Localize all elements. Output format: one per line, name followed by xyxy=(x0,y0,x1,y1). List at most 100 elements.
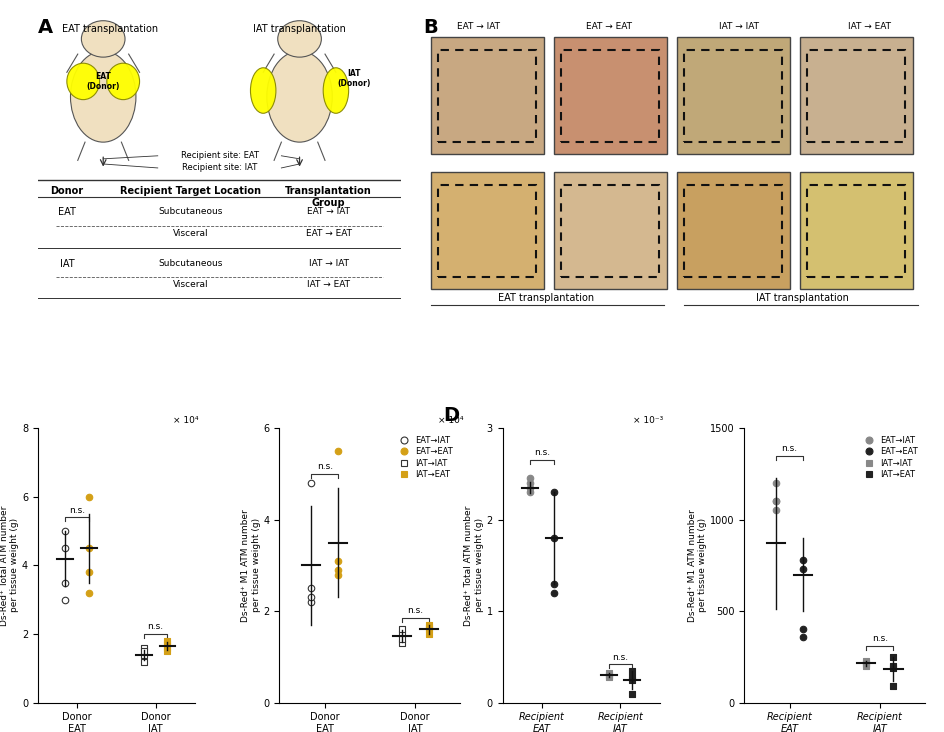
Point xyxy=(859,658,874,670)
Point xyxy=(394,638,409,649)
Point xyxy=(58,542,73,554)
Text: Visceral: Visceral xyxy=(173,228,209,238)
Point xyxy=(601,671,616,683)
Point xyxy=(547,578,562,589)
Point xyxy=(625,674,640,686)
Text: IAT transplantation: IAT transplantation xyxy=(755,294,849,304)
Bar xyxy=(430,173,544,289)
Circle shape xyxy=(278,20,321,57)
Point xyxy=(136,656,151,668)
Text: EAT transplantation: EAT transplantation xyxy=(497,294,594,304)
Text: A: A xyxy=(38,18,53,37)
Point xyxy=(160,646,175,657)
Text: EAT → IAT: EAT → IAT xyxy=(457,22,499,31)
Point xyxy=(136,646,151,657)
Point xyxy=(796,624,811,635)
Point xyxy=(58,577,73,589)
Bar xyxy=(553,173,666,289)
Text: n.s.: n.s. xyxy=(533,449,550,458)
Text: EAT → EAT: EAT → EAT xyxy=(586,22,632,31)
Point xyxy=(523,473,538,485)
Ellipse shape xyxy=(107,63,140,100)
Point xyxy=(601,671,616,682)
Point xyxy=(330,564,346,576)
Point xyxy=(601,668,616,679)
Text: IAT → IAT: IAT → IAT xyxy=(719,22,759,31)
Text: Recipient site: IAT: Recipient site: IAT xyxy=(182,163,257,173)
Text: Visceral: Visceral xyxy=(173,280,209,289)
Point xyxy=(885,660,901,672)
Point xyxy=(81,491,96,503)
Point xyxy=(768,496,784,507)
Point xyxy=(768,496,784,507)
Text: n.s.: n.s. xyxy=(69,506,85,515)
Ellipse shape xyxy=(67,63,99,100)
Text: n.s.: n.s. xyxy=(613,652,629,662)
Bar xyxy=(677,37,789,154)
Text: IAT transplantation: IAT transplantation xyxy=(253,23,346,34)
Point xyxy=(421,624,436,635)
Text: IAT → IAT: IAT → IAT xyxy=(309,259,348,268)
Point xyxy=(601,669,616,681)
Point xyxy=(421,628,436,640)
Text: n.s.: n.s. xyxy=(316,462,333,471)
Text: × 10⁴: × 10⁴ xyxy=(438,417,464,425)
Point xyxy=(625,687,640,699)
Point xyxy=(394,628,409,640)
Point xyxy=(330,569,346,580)
Text: EAT
(Donor): EAT (Donor) xyxy=(87,72,120,91)
Text: Recipient Target Location: Recipient Target Location xyxy=(120,186,261,196)
Text: Donor: Donor xyxy=(50,186,83,196)
Point xyxy=(796,631,811,643)
Point xyxy=(81,567,96,578)
Point xyxy=(394,624,409,635)
Text: n.s.: n.s. xyxy=(147,622,163,631)
Point xyxy=(330,445,346,457)
Ellipse shape xyxy=(323,68,348,113)
Point xyxy=(421,621,436,633)
Text: IAT
(Donor): IAT (Donor) xyxy=(337,69,371,88)
Circle shape xyxy=(81,20,125,57)
Text: EAT → EAT: EAT → EAT xyxy=(306,228,352,238)
Text: Subcutaneous: Subcutaneous xyxy=(159,207,223,217)
Point xyxy=(859,657,874,669)
Point xyxy=(394,632,409,644)
Point xyxy=(547,486,562,498)
Point xyxy=(547,532,562,544)
Y-axis label: Ds-Red⁺ Total ATM number
per tissue weight (g): Ds-Red⁺ Total ATM number per tissue weig… xyxy=(0,505,19,626)
Point xyxy=(768,504,784,516)
Point xyxy=(523,477,538,489)
Point xyxy=(304,583,319,594)
Ellipse shape xyxy=(267,51,332,142)
Point xyxy=(625,671,640,683)
Text: IAT → EAT: IAT → EAT xyxy=(307,280,350,289)
Ellipse shape xyxy=(71,51,136,142)
Ellipse shape xyxy=(250,68,276,113)
Point xyxy=(421,619,436,631)
Bar xyxy=(800,173,913,289)
Text: n.s.: n.s. xyxy=(407,606,423,616)
Point xyxy=(304,477,319,489)
Point xyxy=(859,654,874,666)
Bar xyxy=(800,37,913,154)
Point xyxy=(523,482,538,493)
Text: IAT → EAT: IAT → EAT xyxy=(849,22,891,31)
Point xyxy=(885,680,901,692)
Point xyxy=(796,563,811,575)
Point xyxy=(58,525,73,537)
Point xyxy=(304,591,319,603)
Bar xyxy=(677,173,789,289)
Point xyxy=(625,665,640,676)
Text: n.s.: n.s. xyxy=(872,634,888,643)
Point xyxy=(885,651,901,662)
Y-axis label: Ds-Red⁺ M1 ATM number
per tissue weight (g): Ds-Red⁺ M1 ATM number per tissue weight … xyxy=(242,509,261,621)
Point xyxy=(547,587,562,599)
Point xyxy=(523,486,538,498)
Point xyxy=(160,635,175,647)
Bar xyxy=(553,37,666,154)
Text: B: B xyxy=(423,18,438,37)
Text: Subcutaneous: Subcutaneous xyxy=(159,259,223,268)
Point xyxy=(58,594,73,605)
Point xyxy=(160,638,175,650)
Text: D: D xyxy=(443,406,459,425)
